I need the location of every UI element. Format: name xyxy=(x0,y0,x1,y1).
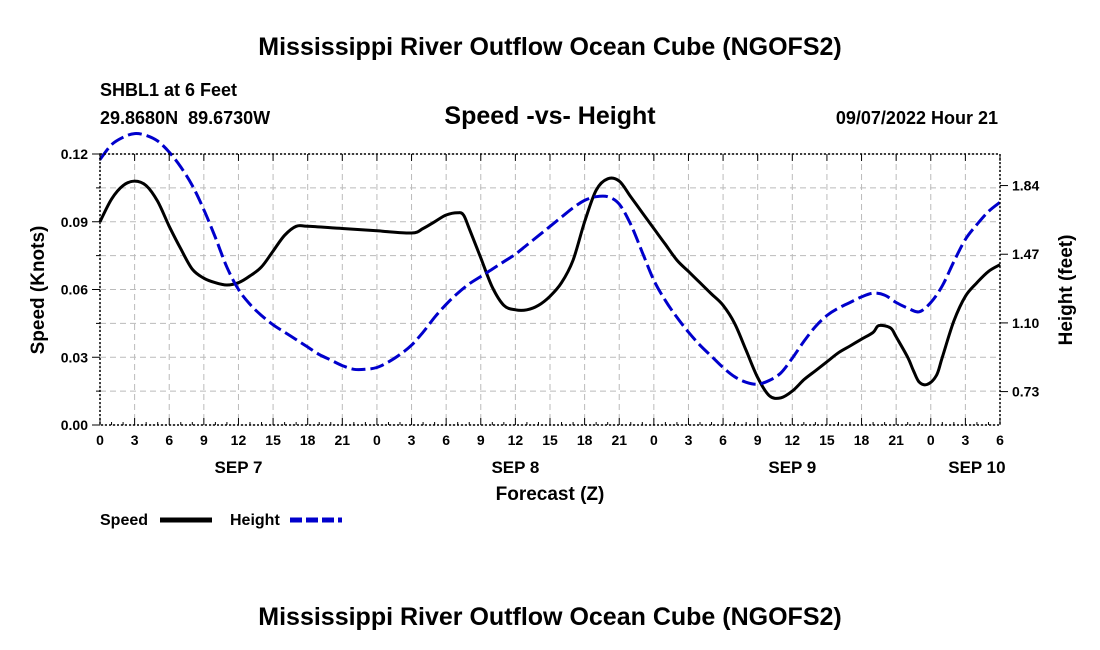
x-tick-label: 18 xyxy=(577,432,593,448)
y2-tick-label: 1.10 xyxy=(1012,315,1039,331)
x-tick-label: 18 xyxy=(300,432,316,448)
day-label: SEP 8 xyxy=(491,458,539,477)
x-tick-label: 9 xyxy=(754,432,762,448)
x-tick-label: 12 xyxy=(231,432,247,448)
y2-tick-label: 1.47 xyxy=(1012,246,1039,262)
tick-labels: 0 3 6 9 12 15 18 21 0 3 6 9 12 15 18 21 0 3 6 9 12 15 18 21 0 3 6 0… xyxy=(61,146,1040,477)
legend: Speed Height xyxy=(100,512,342,529)
datetime-label: 09/07/2022 Hour 21 xyxy=(836,108,998,128)
x-tick-label: 3 xyxy=(961,432,969,448)
x-tick-label: 0 xyxy=(373,432,381,448)
y-tick-label: 0.00 xyxy=(61,417,88,433)
series-line-height xyxy=(98,132,1001,386)
legend-speed-label: Speed xyxy=(100,512,148,529)
y2-tick-label: 0.73 xyxy=(1012,384,1039,400)
x-tick-label: 9 xyxy=(477,432,485,448)
x-tick-label: 6 xyxy=(719,432,727,448)
y-tick-label: 0.06 xyxy=(61,282,88,298)
ticks xyxy=(92,153,1008,426)
y-tick-label: 0.09 xyxy=(61,214,88,230)
x-tick-label: 3 xyxy=(408,432,416,448)
x-tick-label: 12 xyxy=(508,432,524,448)
x-tick-label: 21 xyxy=(611,432,627,448)
x-tick-label: 15 xyxy=(819,432,835,448)
chart-title-repeat: Mississippi River Outflow Ocean Cube (NG… xyxy=(258,603,841,631)
x-tick-label: 6 xyxy=(996,432,1004,448)
y-axis-label: Speed (Knots) xyxy=(28,226,49,355)
x-tick-label: 3 xyxy=(685,432,693,448)
coords-label: 29.8680N 89.6730W xyxy=(100,108,270,128)
chart-title: Mississippi River Outflow Ocean Cube (NG… xyxy=(258,33,841,61)
x-tick-label: 0 xyxy=(650,432,658,448)
x-tick-label: 3 xyxy=(131,432,139,448)
x-tick-label: 6 xyxy=(165,432,173,448)
x-tick-label: 9 xyxy=(200,432,208,448)
x-tick-label: 15 xyxy=(265,432,281,448)
series-layer xyxy=(98,132,1001,400)
station-label: SHBL1 at 6 Feet xyxy=(100,80,237,100)
y2-tick-label: 1.84 xyxy=(1012,178,1039,194)
grid xyxy=(99,153,1001,426)
x-tick-label: 0 xyxy=(96,432,104,448)
x-tick-label: 18 xyxy=(854,432,870,448)
y-tick-label: 0.12 xyxy=(61,146,88,162)
y-tick-label: 0.03 xyxy=(61,349,88,365)
day-label: SEP 10 xyxy=(948,458,1005,477)
series-line-speed xyxy=(98,176,1001,400)
y2-axis-label: Height (feet) xyxy=(1056,235,1077,346)
day-label: SEP 9 xyxy=(768,458,816,477)
day-label: SEP 7 xyxy=(215,458,263,477)
x-axis-label: Forecast (Z) xyxy=(496,484,605,505)
x-tick-label: 21 xyxy=(335,432,351,448)
x-tick-label: 15 xyxy=(542,432,558,448)
chart-subtitle: Speed -vs- Height xyxy=(444,102,656,130)
x-tick-label: 0 xyxy=(927,432,935,448)
x-tick-label: 12 xyxy=(785,432,801,448)
x-tick-label: 21 xyxy=(888,432,904,448)
legend-height-label: Height xyxy=(230,512,280,529)
x-tick-label: 6 xyxy=(442,432,450,448)
